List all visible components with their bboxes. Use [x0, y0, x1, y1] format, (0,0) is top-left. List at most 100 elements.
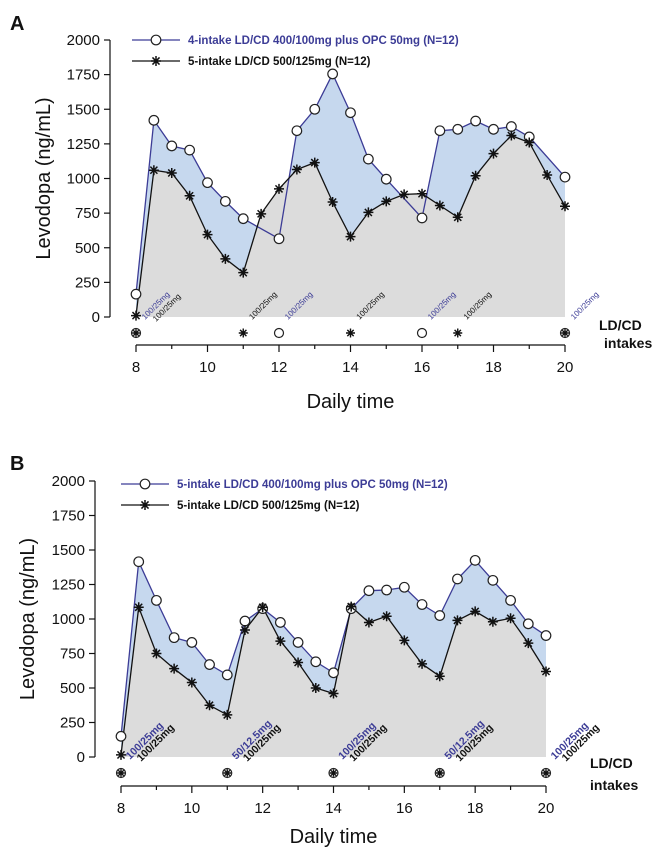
legend-label-0: 4-intake LD/CD 400/100mg plus OPC 50mg (…	[188, 35, 459, 47]
data-point-opc-5	[219, 195, 231, 207]
data-point-opc-5	[204, 659, 215, 670]
data-point-reference-8	[274, 183, 284, 194]
data-point-reference-19	[452, 615, 463, 626]
data-point-reference-1	[133, 602, 144, 613]
data-point-opc-10	[292, 637, 304, 648]
data-point-opc-17	[416, 599, 428, 610]
data-point-reference-3	[169, 663, 180, 674]
data-point-opc-18	[434, 610, 446, 621]
data-point-opc-3	[184, 144, 196, 156]
intakes-label-line1: LD/CD	[599, 317, 642, 333]
data-point-opc-2	[166, 140, 178, 152]
data-point-opc-8	[291, 125, 303, 137]
intake-star-symbol	[435, 769, 444, 777]
panel-letter: A	[10, 13, 24, 35]
data-point-reference-18	[452, 212, 463, 223]
intakes-label-line2: intakes	[590, 777, 638, 793]
data-point-reference-14	[363, 617, 374, 628]
intake-star-symbol	[238, 328, 248, 338]
data-point-opc-13	[380, 173, 392, 185]
y-tick-label: 1250	[67, 136, 100, 153]
x-tick-label: 8	[117, 800, 125, 817]
legend-label-1: 5-intake LD/CD 500/125mg (N=12)	[177, 500, 360, 512]
data-point-reference-10	[293, 657, 304, 668]
data-point-reference-12	[345, 231, 356, 242]
data-point-reference-23	[542, 170, 553, 181]
intake-star-symbol	[132, 329, 140, 337]
x-axis-label: Daily time	[307, 391, 395, 413]
legend-marker-star	[151, 56, 161, 66]
x-tick-label: 20	[557, 359, 574, 376]
intake-dose-label: 100/25mg	[569, 290, 601, 322]
data-point-opc-6	[237, 213, 249, 225]
data-point-reference-20	[470, 606, 481, 617]
data-point-opc-4	[202, 177, 213, 189]
data-point-reference-11	[327, 197, 338, 208]
data-point-reference-22	[505, 613, 516, 624]
x-tick-label: 8	[132, 359, 140, 376]
data-point-reference-23	[523, 638, 534, 649]
data-point-opc-21	[559, 171, 571, 183]
x-tick-label: 14	[342, 359, 359, 376]
data-point-opc-10	[327, 68, 339, 80]
data-point-opc-2	[151, 594, 162, 606]
data-point-reference-20	[488, 148, 499, 159]
y-tick-label: 0	[92, 309, 100, 326]
x-tick-label: 18	[467, 800, 484, 817]
data-point-reference-0	[116, 749, 126, 760]
data-point-opc-19	[505, 121, 517, 132]
data-point-opc-11	[310, 656, 322, 668]
data-point-reference-15	[381, 611, 392, 622]
legend-marker-circle	[139, 478, 151, 490]
data-point-opc-19	[452, 573, 463, 585]
data-point-opc-20	[469, 554, 481, 566]
y-tick-label: 1750	[52, 508, 85, 525]
data-point-reference-21	[506, 130, 517, 141]
legend-label-0: 5-intake LD/CD 400/100mg plus OPC 50mg (…	[177, 479, 448, 491]
legend-marker-star	[140, 500, 150, 510]
y-tick-label: 1000	[67, 171, 100, 188]
y-tick-label: 0	[77, 749, 85, 766]
intake-star-symbol	[542, 769, 550, 777]
data-point-opc-7	[239, 615, 251, 627]
chart-panel-a: A 0 250 500 750 1000 1250 1500 1750 2000 8 10 12 14 16…	[10, 13, 652, 413]
data-point-opc-15	[434, 125, 446, 137]
x-tick-label: 14	[325, 800, 342, 817]
data-point-reference-12	[328, 688, 339, 699]
y-tick-label: 1500	[67, 101, 100, 118]
data-point-reference-5	[220, 253, 231, 264]
data-point-reference-24	[560, 201, 570, 212]
data-point-reference-16	[417, 188, 427, 199]
data-point-opc-12	[328, 667, 339, 679]
legend-label-1: 5-intake LD/CD 500/125mg (N=12)	[188, 56, 371, 68]
data-point-opc-17	[470, 115, 482, 127]
x-tick-label: 16	[414, 359, 431, 376]
data-point-opc-0	[115, 730, 127, 742]
data-point-opc-16	[452, 123, 464, 135]
y-tick-label: 250	[60, 715, 85, 732]
data-point-reference-8	[257, 602, 268, 613]
x-tick-label: 10	[199, 359, 216, 376]
y-tick-label: 500	[75, 240, 100, 257]
intake-star-symbol	[329, 769, 338, 777]
y-tick-label: 2000	[67, 32, 100, 49]
data-point-reference-4	[202, 229, 213, 240]
data-point-reference-18	[434, 671, 445, 682]
y-tick-label: 750	[75, 205, 100, 222]
data-point-reference-14	[381, 196, 392, 207]
data-point-reference-13	[363, 207, 374, 218]
data-point-reference-24	[541, 666, 551, 677]
data-point-opc-12	[362, 153, 374, 165]
intakes-label-line2: intakes	[604, 335, 652, 351]
data-point-opc-22	[505, 594, 516, 606]
y-tick-label: 750	[60, 646, 85, 663]
intake-star-symbol	[561, 329, 569, 337]
data-point-reference-2	[151, 648, 162, 659]
data-point-reference-13	[346, 601, 357, 612]
data-point-opc-1	[133, 556, 145, 568]
data-point-reference-15	[399, 189, 410, 200]
intake-star-symbol	[223, 769, 232, 777]
data-point-opc-21	[487, 574, 499, 586]
